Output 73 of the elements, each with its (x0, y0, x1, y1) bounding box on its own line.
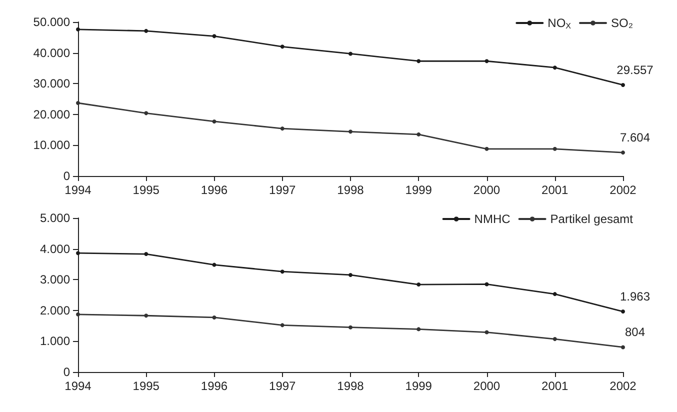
x-tick-label: 1999 (405, 183, 432, 197)
legend-label: Partikel gesamt (550, 212, 634, 226)
y-tick-label: 5.000 (40, 211, 70, 225)
data-label: 29.557 (616, 62, 654, 77)
x-tick-label: 1995 (132, 183, 160, 197)
point (212, 315, 216, 320)
point (416, 327, 421, 332)
point (212, 119, 216, 124)
point (76, 251, 80, 256)
x-tick-label: 1995 (132, 379, 160, 393)
point (621, 345, 625, 350)
point (76, 101, 80, 106)
x-tick-label: 1994 (64, 379, 92, 393)
data-label: 7.604 (620, 130, 650, 145)
point (621, 82, 625, 87)
x-tick-label: 2002 (610, 379, 637, 393)
x-tick-label: 2001 (542, 379, 569, 393)
point (76, 27, 80, 32)
x-tick-label: 1998 (337, 379, 364, 393)
point (76, 312, 80, 316)
y-tick-label: 10.000 (33, 138, 70, 152)
x-tick-label: 1994 (64, 183, 92, 197)
point (484, 330, 489, 334)
y-tick-label: 1.000 (40, 334, 70, 348)
point (416, 132, 421, 136)
point (621, 150, 625, 155)
x-tick-label: 1996 (200, 379, 228, 393)
legend-label: NMHC (474, 212, 511, 226)
x-tick-label: 1996 (200, 183, 228, 197)
point (552, 66, 557, 70)
point (484, 59, 489, 64)
y-tick-label: 40.000 (33, 46, 70, 60)
point (144, 252, 148, 256)
point (621, 310, 625, 314)
point (144, 111, 148, 116)
point (348, 52, 352, 56)
x-tick-label: 2000 (473, 379, 500, 393)
x-tick-label: 1999 (405, 379, 432, 393)
y-tick-label: 2.000 (40, 303, 70, 318)
x-tick-label: 1997 (269, 379, 296, 393)
y-tick-label: 0 (63, 169, 70, 183)
y-tick-label: 30.000 (33, 76, 70, 91)
point (212, 34, 216, 38)
point (484, 146, 489, 151)
legend-label: SO₂ (611, 16, 634, 30)
x-tick-label: 1997 (269, 183, 296, 197)
y-tick-label: 3.000 (40, 272, 70, 287)
point (552, 337, 557, 342)
point (280, 323, 284, 328)
point (144, 28, 148, 33)
point (280, 44, 284, 49)
point (280, 270, 284, 274)
point (416, 59, 421, 64)
y-tick-label: 50.000 (33, 15, 70, 29)
x-tick-label: 2000 (473, 183, 500, 197)
point (552, 146, 557, 151)
point (484, 282, 489, 286)
point (348, 325, 352, 330)
y-tick-label: 4.000 (40, 242, 70, 256)
point (348, 272, 352, 277)
y-tick-label: 0 (63, 365, 70, 379)
data-label: 1.963 (620, 290, 650, 304)
point (212, 262, 216, 267)
point (552, 292, 557, 296)
x-tick-label: 1998 (337, 183, 364, 197)
x-tick-label: 2002 (610, 183, 637, 197)
point (280, 126, 284, 131)
point (144, 314, 148, 318)
y-tick-label: 20.000 (33, 107, 70, 122)
x-tick-label: 2001 (542, 183, 569, 197)
point (416, 282, 421, 287)
data-label: 804 (624, 325, 646, 340)
point (348, 130, 352, 134)
